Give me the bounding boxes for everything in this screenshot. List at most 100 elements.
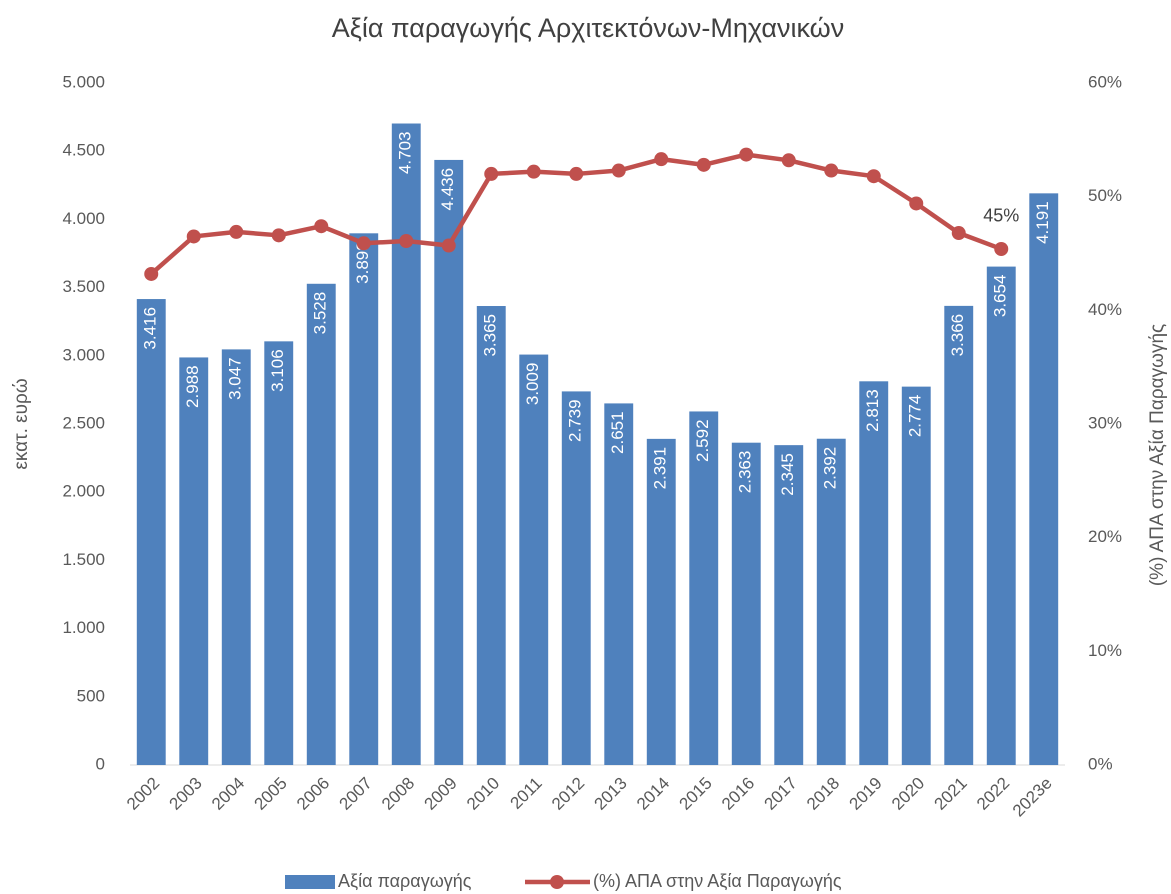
y2-tick-label: 10% — [1088, 641, 1122, 660]
bar — [221, 349, 251, 765]
bar — [604, 403, 634, 765]
bar — [519, 354, 549, 765]
y-tick-label: 500 — [77, 686, 105, 705]
line-marker — [909, 196, 924, 211]
bar — [816, 438, 846, 765]
line-label: 45% — [983, 206, 1019, 226]
line-marker — [356, 236, 371, 251]
line-marker — [824, 163, 839, 178]
bar-label: 2.391 — [651, 447, 670, 490]
line-marker — [441, 238, 456, 253]
bar — [179, 357, 209, 765]
bar-label: 2.988 — [183, 365, 202, 408]
x-tick-label: 2018 — [803, 774, 843, 814]
y-tick-label: 0 — [96, 754, 105, 773]
bar — [476, 306, 506, 765]
line-marker — [951, 226, 966, 241]
bar — [646, 438, 676, 765]
bar-label: 2.651 — [608, 411, 627, 454]
y2-tick-label: 20% — [1088, 527, 1122, 546]
y-tick-label: 1.500 — [62, 550, 105, 569]
bar — [901, 386, 931, 765]
line-marker — [526, 164, 541, 179]
x-tick-label: 2019 — [846, 774, 886, 814]
x-tick-label: 2015 — [676, 774, 716, 814]
line-marker — [994, 241, 1009, 256]
x-tick-label: 2002 — [123, 774, 163, 814]
bar — [136, 299, 166, 765]
line-marker — [144, 266, 159, 281]
legend-swatch — [285, 875, 335, 889]
y-tick-label: 2.000 — [62, 482, 105, 501]
bar-label: 3.009 — [523, 363, 542, 406]
bar-label: 3.047 — [226, 357, 245, 400]
bar — [859, 381, 889, 765]
bar — [434, 159, 464, 766]
bar-label: 4.703 — [396, 132, 415, 175]
x-tick-label: 2008 — [378, 774, 418, 814]
bar-label: 2.363 — [736, 451, 755, 494]
bar-label: 2.592 — [693, 419, 712, 462]
bar-label: 2.739 — [566, 399, 585, 442]
y2-tick-label: 40% — [1088, 300, 1122, 319]
x-tick-label: 2010 — [463, 774, 503, 814]
legend-marker — [550, 875, 564, 889]
x-tick-label: 2007 — [336, 774, 376, 814]
line-marker — [314, 219, 329, 234]
x-tick-label: 2021 — [931, 774, 971, 814]
x-tick-label: 2006 — [293, 774, 333, 814]
x-tick-label: 2013 — [591, 774, 631, 814]
line-marker — [654, 152, 669, 167]
x-tick-label: 2020 — [888, 774, 928, 814]
bar-label: 4.436 — [438, 168, 457, 211]
bar-label: 2.813 — [863, 389, 882, 432]
line-marker — [569, 166, 584, 181]
y-tick-label: 4.500 — [62, 141, 105, 160]
y2-tick-label: 60% — [1088, 72, 1122, 91]
y-tick-label: 3.000 — [62, 345, 105, 364]
bar — [944, 305, 974, 765]
x-tick-label: 2016 — [718, 774, 758, 814]
bar-label: 3.654 — [991, 275, 1010, 318]
y2-axis-title: (%) ΑΠΑ στην Αξία Παραγωγής — [1147, 324, 1168, 586]
legend-label: (%) ΑΠΑ στην Αξία Παραγωγής — [593, 871, 842, 891]
line-marker — [739, 147, 754, 162]
bar — [774, 445, 804, 765]
chart-title: Αξία παραγωγής Αρχιτεκτόνων-Μηχανικών — [332, 13, 844, 43]
line-marker — [271, 228, 286, 243]
bar-label: 4.191 — [1033, 201, 1052, 244]
y-tick-label: 2.500 — [62, 413, 105, 432]
bar-label: 3.416 — [141, 307, 160, 350]
bar — [306, 283, 336, 765]
line-marker — [696, 157, 711, 172]
line-marker — [229, 224, 244, 239]
x-tick-label: 2005 — [251, 774, 291, 814]
bar — [986, 266, 1016, 765]
bar — [349, 233, 379, 765]
line-marker — [611, 163, 626, 178]
y-axis-title: εκατ. ευρώ — [11, 378, 32, 469]
x-tick-label: 2023e — [1009, 774, 1056, 821]
bar-label: 2.392 — [821, 447, 840, 490]
y2-tick-label: 30% — [1088, 413, 1122, 432]
bar-label: 3.528 — [311, 292, 330, 335]
x-tick-label: 2009 — [421, 774, 461, 814]
bar-label: 2.774 — [906, 395, 925, 438]
bar-label: 3.365 — [481, 314, 500, 357]
x-tick-label: 2003 — [166, 774, 206, 814]
x-tick-label: 2022 — [973, 774, 1013, 814]
x-tick-label: 2014 — [633, 774, 673, 814]
x-tick-label: 2017 — [761, 774, 801, 814]
bar-label: 2.345 — [778, 453, 797, 496]
y-tick-label: 5.000 — [62, 72, 105, 91]
legend-label: Αξία παραγωγής — [338, 871, 472, 891]
y2-tick-label: 50% — [1088, 186, 1122, 205]
y2-tick-label: 0% — [1088, 754, 1113, 773]
bar — [264, 341, 294, 765]
bar — [561, 391, 591, 765]
line-marker — [484, 166, 499, 181]
y-tick-label: 3.500 — [62, 277, 105, 296]
y-tick-label: 1.000 — [62, 618, 105, 637]
